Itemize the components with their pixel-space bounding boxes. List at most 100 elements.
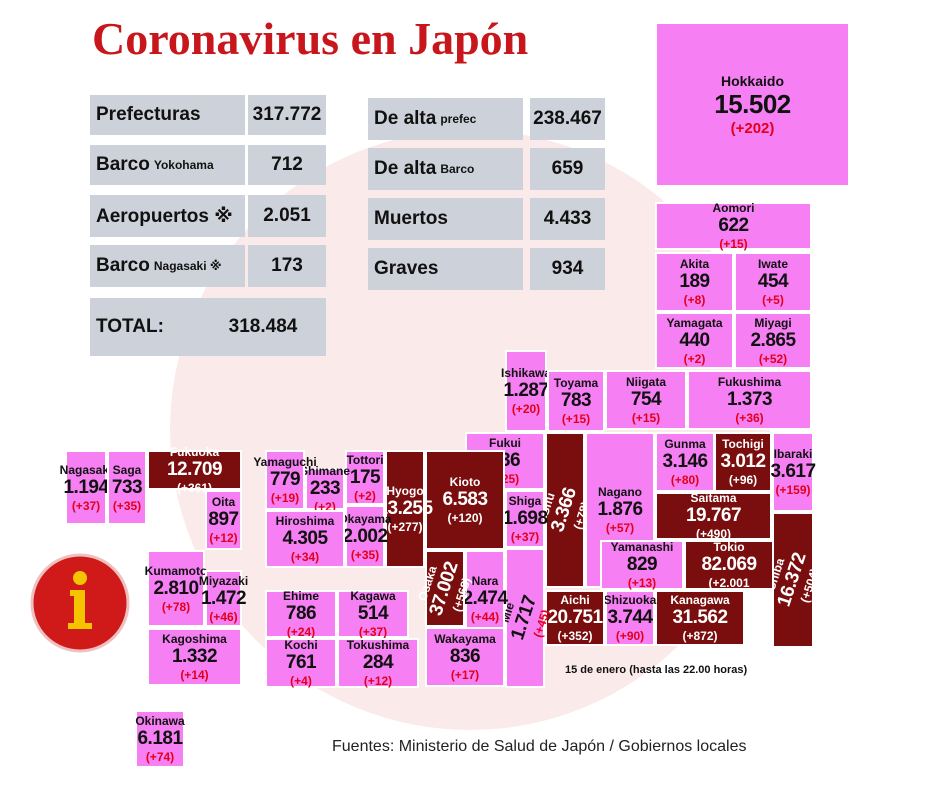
prefecture-name: Tokushima	[346, 638, 410, 652]
prefecture-name: Shiga	[508, 494, 542, 508]
prefecture-total: 31.562	[672, 607, 728, 628]
prefecture-total: 3.617	[770, 461, 816, 482]
prefecture-name: Okinawa	[135, 714, 185, 728]
summary-value: 173	[248, 245, 326, 287]
prefecture-change: (+15)	[631, 411, 661, 425]
prefecture-total: 1.287	[503, 380, 549, 401]
sub-label: Nagasaki ※	[153, 259, 222, 273]
prefecture: Ishikawa 1.287 (+20)	[501, 350, 551, 432]
summary-label: Muertos	[368, 198, 523, 240]
summary-label: Prefecturas	[90, 95, 245, 135]
prefecture-name: Yamagata	[666, 315, 723, 330]
prefecture-total: 836	[449, 646, 481, 667]
prefecture-change: (+2)	[683, 351, 706, 366]
date-note: 15 de enero (hasta las 22.00 horas)	[565, 664, 748, 676]
prefecture-change: (+44)	[470, 609, 500, 624]
prefecture: Fukushima 1.373 (+36)	[687, 370, 812, 430]
prefecture-change: (+35)	[350, 547, 380, 562]
prefecture-name: Fukui	[489, 436, 521, 450]
prefecture-total: 284	[362, 652, 394, 673]
sources: Fuentes: Ministerio de Salud de Japón / …	[332, 738, 747, 755]
prefecture-change: (+872)	[682, 629, 718, 643]
prefecture-name: Ibaraki	[773, 447, 813, 461]
prefecture-total: 19.767	[685, 505, 742, 526]
prefecture-total: 2.002	[342, 525, 388, 547]
prefecture: Osaka 37.002 (+568)	[416, 550, 474, 627]
prefecture-total: 783	[560, 390, 592, 411]
prefecture: Yamaguchi 779 (+19)	[253, 450, 317, 510]
prefecture-change: (+36)	[735, 411, 764, 425]
summary-value: 934	[530, 248, 605, 290]
prefecture: Mie 1.717 (+45)	[498, 548, 553, 688]
prefecture-name: Toyama	[553, 376, 599, 390]
prefecture: Nagasaki 1.194 (+37)	[60, 450, 112, 525]
prefecture: Okinawa 6.181 (+74)	[135, 710, 185, 768]
prefecture: Chiba 16.372 (+504)	[764, 512, 822, 648]
prefecture-change: (+52)	[758, 351, 788, 366]
prefecture-name: Nagano	[597, 485, 642, 499]
prefecture-total: 3.146	[662, 451, 708, 472]
prefecture-change: (+5)	[762, 293, 784, 307]
prefecture-name: Kochi	[284, 638, 318, 652]
prefecture-change: (+34)	[290, 550, 320, 564]
prefecture-change: (+57)	[605, 521, 635, 535]
prefecture: Hiroshima 4.305 (+34)	[265, 510, 345, 568]
info-icon-dot	[73, 571, 87, 585]
prefecture-total: 2.865	[750, 329, 796, 351]
prefecture: Fukuoka 12.709 (+361)	[147, 445, 242, 495]
prefecture: Akita 189 (+8)	[655, 252, 734, 312]
prefecture-total: 440	[679, 329, 710, 351]
prefecture-total: 1.698	[502, 508, 548, 529]
prefecture-change: (+2.001	[708, 576, 750, 590]
prefecture-total: 622	[718, 215, 749, 236]
label: Barco	[96, 255, 150, 276]
prefecture-change: (+352)	[557, 629, 593, 643]
prefecture: Saga 733 (+35)	[107, 450, 147, 525]
prefecture: Tochigi 3.012 (+96)	[714, 432, 772, 492]
prefecture-total: 754	[630, 389, 662, 410]
prefecture-name: Tottori	[346, 452, 384, 467]
prefecture: Kagoshima 1.332 (+14)	[147, 628, 242, 686]
prefecture-change: (+17)	[450, 668, 480, 682]
prefecture-total: 3.744	[607, 607, 653, 628]
summary-value: 317.772	[248, 95, 326, 135]
prefecture-total: 779	[269, 469, 301, 490]
prefecture-change: (+8)	[683, 293, 706, 307]
prefecture: Toyama 783 (+15)	[547, 370, 605, 432]
summary-label: TOTAL:	[90, 298, 200, 356]
prefecture-total: 514	[357, 603, 389, 624]
prefecture-total: 6.583	[442, 489, 488, 510]
prefecture-name: Akita	[679, 257, 710, 271]
prefecture-name: Wakayama	[434, 632, 496, 646]
prefecture: Shiga 1.698 (+37)	[502, 490, 548, 548]
prefecture: Wakayama 836 (+17)	[425, 627, 505, 687]
sub-label: prefec	[440, 112, 477, 126]
prefecture: Oita 897 (+12)	[205, 490, 242, 550]
prefecture: Yamagata 440 (+2)	[655, 312, 734, 369]
prefecture-change: (+14)	[180, 668, 209, 682]
prefecture: Iwate 454 (+5)	[734, 252, 812, 312]
prefecture-change: (+37)	[510, 530, 540, 544]
prefecture-total: 189	[679, 271, 710, 292]
summary-label: De alta Barco	[368, 148, 523, 190]
prefecture-name: Yamaguchi	[253, 455, 317, 469]
prefecture-name: Iwate	[757, 257, 788, 271]
prefecture-name: Okayama	[338, 511, 392, 526]
prefecture: Shimane 233 (+2)	[300, 464, 350, 514]
prefecture-name: Gunma	[664, 437, 706, 451]
prefecture-total: 15.502	[714, 88, 791, 119]
prefecture: Ibaraki 3.617 (+159)	[770, 432, 816, 512]
prefecture-total: 13.255	[377, 498, 433, 519]
prefecture-total: 233	[309, 478, 341, 499]
title: Coronavirus en Japón	[92, 13, 529, 64]
prefecture: Hokkaido 15.502 (+202)	[655, 22, 850, 187]
prefecture-change: (+15)	[719, 237, 748, 251]
prefecture-name: Hyogo	[386, 484, 424, 498]
prefecture-total: 2.474	[462, 587, 508, 609]
prefecture: Kagawa 514 (+37)	[337, 589, 409, 639]
prefecture-total: 1.373	[726, 389, 773, 410]
prefecture-name: Tokio	[713, 540, 745, 554]
sub-label: Barco	[440, 162, 475, 176]
label: Barco	[96, 154, 150, 175]
prefecture-change: (+37)	[358, 625, 388, 639]
